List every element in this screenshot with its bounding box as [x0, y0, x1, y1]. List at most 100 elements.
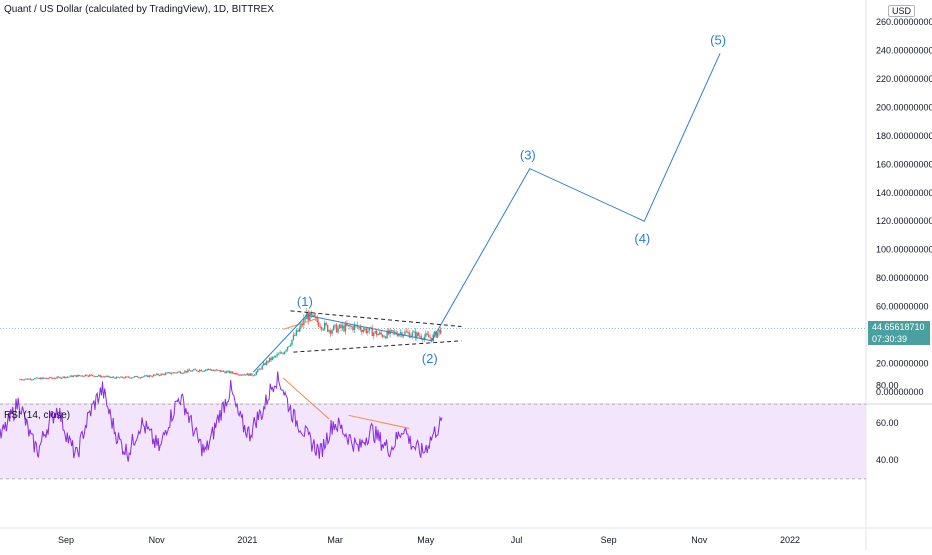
candle-body: [136, 375, 139, 378]
candle-body: [239, 374, 241, 376]
candle-body: [282, 353, 284, 355]
candle-body: [197, 371, 200, 373]
candle-body: [35, 377, 37, 379]
candle-body: [267, 360, 269, 362]
candle-body: [48, 377, 51, 379]
candle-body: [105, 376, 107, 378]
candle-body: [175, 372, 177, 374]
candle-body: [32, 379, 34, 381]
candle-body: [124, 376, 127, 378]
candle-body: [374, 330, 376, 333]
candle-body: [323, 322, 326, 330]
candle-body: [54, 378, 57, 380]
orange-trendline: [282, 317, 319, 330]
candle-body: [25, 378, 27, 380]
candle-body: [123, 377, 125, 379]
candle-body: [246, 373, 249, 376]
candle-body: [53, 377, 55, 379]
candle-body: [255, 371, 257, 375]
candle-body: [237, 374, 240, 376]
candle-body: [373, 332, 375, 337]
candle-body: [121, 376, 124, 378]
rsi-axis-ticks: 80.00 60.00 40.00: [876, 380, 899, 465]
time-axis-label: 2022: [780, 535, 800, 545]
candle-body: [361, 329, 363, 333]
price-tick-label: 200.00000000: [876, 102, 932, 112]
time-axis-labels[interactable]: Sep Nov 2021 Mar May Jul Sep Nov 2022: [58, 535, 800, 545]
candle-body: [350, 326, 353, 328]
candle-body: [236, 373, 238, 375]
candle-body: [221, 370, 223, 372]
candle-body: [153, 374, 155, 377]
candle-body: [347, 325, 350, 327]
candle-body: [213, 370, 216, 372]
candle-body: [80, 375, 82, 377]
candle-body: [83, 375, 85, 377]
candle-body: [167, 372, 170, 374]
candle-body: [208, 368, 210, 370]
candle-body: [233, 373, 235, 375]
rsi-tick-label: 40.00: [876, 455, 899, 465]
candle-body: [435, 331, 437, 338]
price-axis-ticks[interactable]: 260.00000000 240.00000000 220.00000000 200.…: [876, 17, 932, 397]
candle-body: [381, 334, 384, 337]
candle-body: [280, 352, 283, 354]
triangle-lower-line: [293, 340, 462, 353]
candle-body: [199, 369, 201, 372]
candle-body: [209, 368, 211, 370]
time-axis-label: May: [417, 535, 435, 545]
candle-body: [353, 324, 356, 331]
candle-body: [222, 370, 225, 372]
impulse-start-line: [252, 314, 308, 373]
candle-body: [313, 314, 315, 317]
candle-body: [306, 312, 308, 320]
candle-body: [60, 377, 63, 379]
candle-body: [234, 373, 237, 375]
candle-body: [127, 376, 130, 378]
candle-body: [332, 325, 335, 331]
candle-body: [157, 373, 159, 376]
candle-body: [307, 312, 310, 321]
candle-body: [321, 327, 323, 330]
rsi-indicator-label[interactable]: RSI (14, close): [4, 410, 71, 421]
triangle-pattern: [252, 310, 462, 373]
candle-body: [364, 328, 366, 330]
candle-body: [218, 370, 220, 372]
candle-body: [414, 331, 417, 338]
candle-body: [148, 375, 150, 378]
rsi-divergence-line: [282, 377, 330, 420]
candle-body: [276, 354, 278, 357]
candle-body: [358, 326, 360, 328]
currency-badge[interactable]: USD: [888, 5, 916, 17]
candle-body: [72, 375, 75, 378]
candle-body: [423, 336, 425, 340]
candle-body: [50, 377, 52, 379]
candle-body: [304, 318, 307, 320]
candle-body: [377, 334, 379, 336]
candle-body: [62, 376, 64, 378]
candle-body: [34, 378, 36, 380]
candle-body: [57, 376, 60, 378]
candle-body: [251, 373, 253, 376]
candle-body: [273, 356, 275, 358]
candle-body: [297, 330, 299, 332]
candle-body: [343, 325, 345, 332]
candle-body: [319, 326, 321, 328]
rsi-line: [0, 371, 443, 462]
candle-body: [312, 314, 314, 316]
candle-body: [114, 377, 116, 379]
candle-body: [78, 374, 81, 376]
candle-body: [147, 375, 149, 378]
candle-body: [383, 336, 385, 338]
candle-body: [178, 371, 180, 373]
candle-body: [344, 323, 347, 332]
candle-body: [109, 377, 112, 379]
candle-body: [338, 324, 341, 328]
candle-body: [200, 369, 202, 372]
rsi-series: [0, 371, 443, 462]
candle-body: [179, 371, 182, 374]
candle-body: [286, 346, 289, 351]
candle-body: [408, 332, 411, 338]
